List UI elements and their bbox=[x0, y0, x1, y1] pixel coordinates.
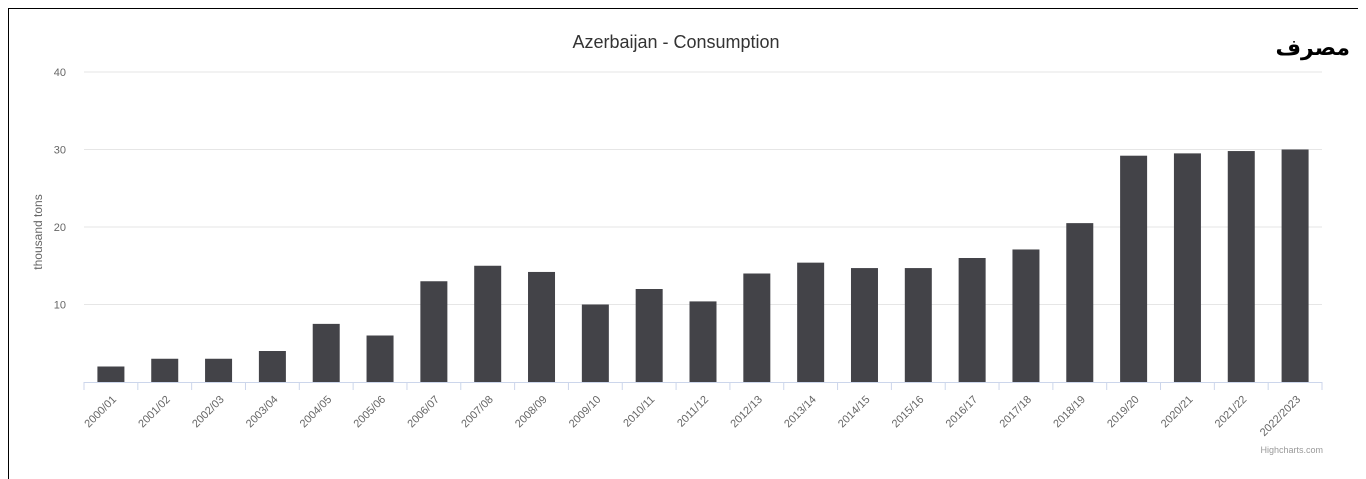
x-tick-label: 2000/01 bbox=[82, 394, 119, 431]
x-tick-label: 2007/08 bbox=[459, 394, 496, 431]
bar-2002-03[interactable] bbox=[205, 358, 233, 382]
bar-2001-02[interactable] bbox=[151, 358, 179, 382]
x-tick-label: 2002/03 bbox=[190, 394, 227, 431]
bar-2012-13[interactable] bbox=[743, 273, 771, 383]
bar-2019-20[interactable] bbox=[1120, 155, 1148, 382]
bar-2014-15[interactable] bbox=[850, 268, 878, 382]
chart-title: Azerbaijan - Consumption bbox=[572, 32, 779, 52]
y-tick-label: 20 bbox=[54, 222, 66, 234]
y-tick-label: 10 bbox=[54, 300, 66, 312]
bars bbox=[97, 149, 1309, 383]
x-tick-label: 2009/10 bbox=[567, 394, 604, 431]
bar-2017-18[interactable] bbox=[1012, 249, 1040, 382]
credits-label[interactable]: Highcharts.com bbox=[1260, 445, 1323, 455]
bar-2003-04[interactable] bbox=[258, 351, 286, 382]
bar-2021-22[interactable] bbox=[1227, 151, 1255, 382]
x-tick-label: 2004/05 bbox=[298, 394, 335, 431]
bar-2020-21[interactable] bbox=[1173, 153, 1201, 382]
x-tick-label: 2020/21 bbox=[1159, 394, 1196, 431]
y-tick-label: 40 bbox=[54, 67, 66, 79]
bar-2022-2023[interactable] bbox=[1281, 149, 1309, 383]
x-tick-label: 2015/16 bbox=[890, 394, 927, 431]
x-tick-label: 2019/20 bbox=[1105, 394, 1142, 431]
bar-2011-12[interactable] bbox=[689, 301, 717, 382]
bar-2007-08[interactable] bbox=[474, 265, 502, 382]
x-tick-label: 2012/13 bbox=[728, 394, 765, 431]
x-tick-label: 2018/19 bbox=[1051, 394, 1088, 431]
y-tick-label: 30 bbox=[54, 145, 66, 157]
x-tick-label: 2008/09 bbox=[513, 394, 550, 431]
y-axis-ticks: 10 20 30 40 bbox=[54, 67, 66, 312]
x-tick-label: 2016/17 bbox=[944, 394, 981, 431]
x-tick-label: 2017/18 bbox=[997, 394, 1034, 431]
x-tick-label: 2011/12 bbox=[675, 394, 711, 430]
x-tick-label: 2001/02 bbox=[136, 394, 173, 431]
x-tick-label: 2010/11 bbox=[621, 394, 657, 430]
x-tick-label: 2003/04 bbox=[244, 394, 281, 431]
bar-2004-05[interactable] bbox=[312, 323, 340, 382]
bar-2006-07[interactable] bbox=[420, 281, 448, 382]
bar-2015-16[interactable] bbox=[904, 268, 932, 382]
x-tick-label: 2006/07 bbox=[405, 394, 442, 431]
x-tick-label: 2014/15 bbox=[836, 394, 873, 431]
bar-2013-14[interactable] bbox=[797, 262, 825, 382]
x-axis-ticks: 2000/01 2001/02 2002/03 2003/04 2004/05 2005/… bbox=[82, 394, 1303, 439]
x-tick-label: 2005/06 bbox=[352, 394, 389, 431]
x-axis bbox=[83, 382, 1323, 390]
x-tick-label: 2021/22 bbox=[1213, 394, 1250, 431]
bar-2005-06[interactable] bbox=[366, 335, 394, 383]
bar-2016-17[interactable] bbox=[958, 258, 986, 382]
bar-2000-01[interactable] bbox=[97, 366, 125, 383]
bar-2010-11[interactable] bbox=[635, 289, 663, 382]
bar-2009-10[interactable] bbox=[581, 304, 609, 383]
side-label: مصرف bbox=[1275, 36, 1350, 61]
y-axis-title: thousand tons bbox=[31, 194, 45, 269]
grid-lines bbox=[84, 71, 1322, 305]
frame-left-border bbox=[8, 8, 9, 479]
x-tick-label: 2013/14 bbox=[782, 394, 819, 431]
x-tick-label: 2022/2023 bbox=[1258, 394, 1303, 439]
frame-top-border bbox=[8, 8, 1358, 9]
bar-2018-19[interactable] bbox=[1066, 223, 1094, 382]
bar-2008-09[interactable] bbox=[528, 271, 556, 382]
